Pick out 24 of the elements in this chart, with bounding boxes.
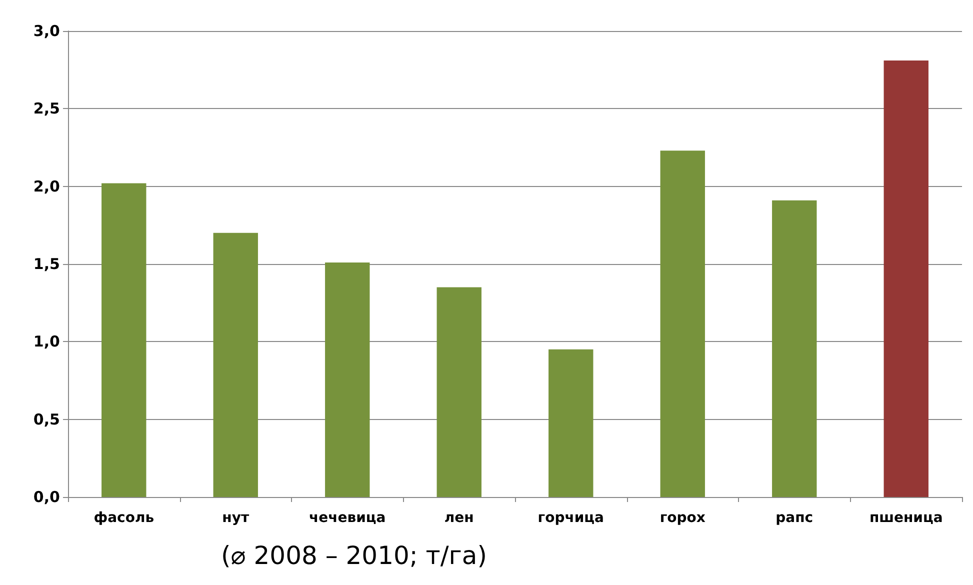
bar bbox=[325, 262, 370, 497]
bar bbox=[772, 200, 817, 497]
x-tick-label: чечевица bbox=[309, 510, 386, 526]
y-tick-label: 1,5 bbox=[33, 255, 60, 273]
x-tick-label: горох bbox=[660, 510, 706, 526]
bar bbox=[548, 349, 594, 497]
y-tick-label: 2,0 bbox=[33, 177, 60, 196]
y-tick-label: 0,0 bbox=[33, 488, 60, 506]
y-tick-label: 3,0 bbox=[33, 22, 60, 40]
x-tick-label: нут bbox=[222, 510, 250, 526]
x-tick-label: горчица bbox=[538, 510, 604, 526]
y-tick-label: 2,5 bbox=[33, 100, 60, 118]
bar bbox=[884, 60, 928, 497]
bar bbox=[102, 183, 146, 497]
bar bbox=[213, 232, 258, 497]
bar bbox=[436, 287, 482, 497]
bar bbox=[660, 150, 705, 497]
y-tick-label: 1,0 bbox=[33, 332, 60, 351]
x-tick-label: пшеница bbox=[869, 510, 943, 526]
x-tick-label: фасоль bbox=[94, 510, 154, 526]
y-tick-label: 0,5 bbox=[33, 410, 60, 428]
x-tick-label: рапс bbox=[776, 510, 814, 526]
x-tick-label: лен bbox=[444, 510, 474, 526]
text: (⌀ 2008 – 2010; т/га) bbox=[221, 541, 487, 570]
